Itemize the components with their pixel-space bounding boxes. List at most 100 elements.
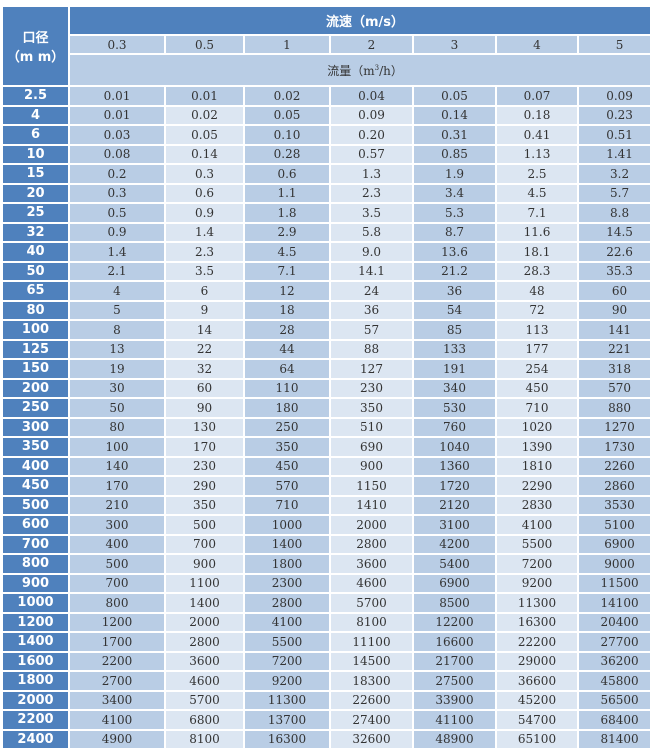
table-row: 25 0.5 0.9 1.8 3.5 5.3 7.1 8.8: [3, 204, 650, 222]
diameter-cell: 2200: [3, 711, 68, 729]
flow-cell: 90: [166, 399, 243, 417]
table-row: 10 0.08 0.14 0.28 0.57 0.85 1.13 1.41: [3, 145, 650, 163]
flow-cell: 570: [579, 379, 650, 397]
flow-cell: 0.41: [497, 126, 577, 144]
table-row: 200 30 60 110 230 340 450 570: [3, 379, 650, 397]
table-row: 2400 4900 8100 16300 32600 48900 65100 81400: [3, 730, 650, 748]
flow-cell: 1.41: [579, 145, 650, 163]
flow-cell: 1040: [414, 438, 495, 456]
flow-cell: 570: [245, 477, 329, 495]
flow-cell: 130: [166, 418, 243, 436]
flow-cell: 210: [70, 496, 164, 514]
flow-cell: 56500: [579, 691, 650, 709]
diameter-cell: 2000: [3, 691, 68, 709]
flow-cell: 45800: [579, 672, 650, 690]
flow-cell: 2800: [331, 535, 412, 553]
flow-cell: 4100: [245, 613, 329, 631]
flow-cell: 133: [414, 340, 495, 358]
diameter-cell: 150: [3, 360, 68, 378]
table-body: 2.5 0.01 0.01 0.02 0.04 0.05 0.07 0.09 4 0.01 0.02…: [3, 87, 650, 748]
flow-cell: 5100: [579, 516, 650, 534]
flow-cell: 4600: [166, 672, 243, 690]
table-row: 400 140 230 450 900 1360 1810 2260: [3, 457, 650, 475]
table-row: 20 0.3 0.6 1.1 2.3 3.4 4.5 5.7: [3, 184, 650, 202]
flow-cell: 13.6: [414, 243, 495, 261]
flow-cell: 27500: [414, 672, 495, 690]
flow-cell: 1270: [579, 418, 650, 436]
flow-cell: 5.7: [579, 184, 650, 202]
flow-cell: 16600: [414, 633, 495, 651]
flow-cell: 170: [70, 477, 164, 495]
flow-cell: 4600: [331, 574, 412, 592]
flow-cell: 0.01: [70, 87, 164, 105]
flow-cell: 318: [579, 360, 650, 378]
diameter-label: 口径: [22, 31, 49, 46]
flow-cell: 14500: [331, 652, 412, 670]
flow-cell: 44: [245, 340, 329, 358]
flow-cell: 8100: [166, 730, 243, 748]
table-row: 1000 800 1400 2800 5700 8500 11300 14100: [3, 594, 650, 612]
flow-cell: 1000: [245, 516, 329, 534]
flow-cell: 350: [166, 496, 243, 514]
flow-cell: 0.14: [414, 106, 495, 124]
flow-cell: 0.9: [70, 223, 164, 241]
flow-cell: 7200: [497, 555, 577, 573]
flow-cell: 0.3: [70, 184, 164, 202]
diameter-cell: 80: [3, 301, 68, 319]
diameter-cell: 1000: [3, 594, 68, 612]
flow-cell: 3.5: [166, 262, 243, 280]
flow-cell: 4100: [497, 516, 577, 534]
table-row: 1200 1200 2000 4100 8100 12200 16300 20400: [3, 613, 650, 631]
flow-cell: 500: [166, 516, 243, 534]
speed-header-cell: 1: [245, 36, 329, 53]
flow-cell: 1400: [245, 535, 329, 553]
flow-cell: 28.3: [497, 262, 577, 280]
flow-cell: 1800: [245, 555, 329, 573]
diameter-cell: 500: [3, 496, 68, 514]
flow-cell: 8.8: [579, 204, 650, 222]
flow-cell: 2120: [414, 496, 495, 514]
table-row: 65 4 6 12 24 36 48 60: [3, 282, 650, 300]
flow-cell: 6: [166, 282, 243, 300]
flow-cell: 0.03: [70, 126, 164, 144]
flow-cell: 24: [331, 282, 412, 300]
flow-cell: 4100: [70, 711, 164, 729]
flow-cell: 12200: [414, 613, 495, 631]
flow-cell: 530: [414, 399, 495, 417]
flow-cell: 710: [245, 496, 329, 514]
flow-cell: 2290: [497, 477, 577, 495]
flow-cell: 8: [70, 321, 164, 339]
flow-cell: 16300: [497, 613, 577, 631]
flow-cell: 6900: [414, 574, 495, 592]
diameter-unit: （m m）: [6, 50, 65, 65]
diameter-cell: 700: [3, 535, 68, 553]
flow-cell: 3100: [414, 516, 495, 534]
speed-header-cell: 2: [331, 36, 412, 53]
flow-cell: 36600: [497, 672, 577, 690]
speed-header-cell: 5: [579, 36, 650, 53]
flow-cell: 690: [331, 438, 412, 456]
flow-cell: 8100: [331, 613, 412, 631]
flow-cell: 22.6: [579, 243, 650, 261]
speed-header-cell: 0.5: [166, 36, 243, 53]
table-row: 250 50 90 180 350 530 710 880: [3, 399, 650, 417]
flow-cell: 48900: [414, 730, 495, 748]
flow-cell: 0.18: [497, 106, 577, 124]
flow-cell: 221: [579, 340, 650, 358]
flow-cell: 22: [166, 340, 243, 358]
diameter-cell: 1200: [3, 613, 68, 631]
flow-cell: 0.9: [166, 204, 243, 222]
diameter-cell: 25: [3, 204, 68, 222]
flow-cell: 900: [331, 457, 412, 475]
flow-cell: 9200: [245, 672, 329, 690]
flow-cell: 36200: [579, 652, 650, 670]
diameter-cell: 900: [3, 574, 68, 592]
flow-cell: 1400: [166, 594, 243, 612]
flow-cell: 3600: [166, 652, 243, 670]
flow-cell: 5.3: [414, 204, 495, 222]
diameter-cell: 450: [3, 477, 68, 495]
flow-cell: 1100: [166, 574, 243, 592]
flow-cell: 6900: [579, 535, 650, 553]
diameter-cell: 2.5: [3, 87, 68, 105]
flow-cell: 64: [245, 360, 329, 378]
